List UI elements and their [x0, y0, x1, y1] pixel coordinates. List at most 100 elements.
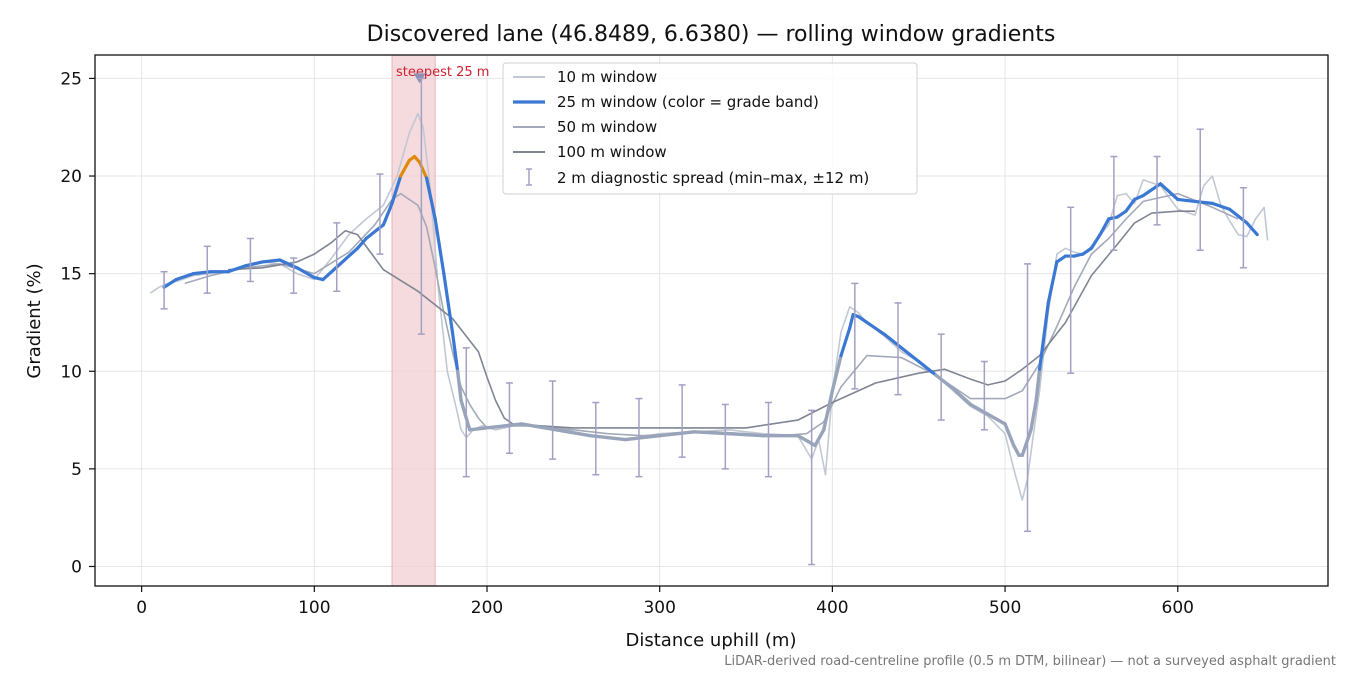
- y-tick-label: 15: [60, 265, 82, 285]
- legend: 10 m window 25 m window (color = grade b…: [502, 62, 918, 195]
- x-axis-label: Distance uphill (m): [626, 630, 797, 651]
- series-25m-segment: [1034, 367, 1042, 403]
- series-25m-segment: [865, 320, 886, 336]
- y-tick-label: 0: [71, 557, 82, 577]
- legend-label-10m: 10 m window: [557, 68, 657, 86]
- series-25m-segment: [657, 430, 696, 438]
- plot-frame: [94, 54, 1329, 587]
- series-25m-segment: [1210, 201, 1232, 211]
- series-25m-segment: [1012, 443, 1021, 457]
- footnote: LiDAR-derived road-centreline profile (0…: [724, 654, 1336, 669]
- series-100m-line: [227, 210, 1195, 429]
- series-25m-segment: [295, 266, 316, 280]
- series-10m-line: [149, 112, 1269, 501]
- x-tick-label: 600: [1162, 598, 1194, 618]
- series-25m-segment: [442, 272, 455, 334]
- error-bar: [592, 401, 600, 476]
- error-bar: [333, 222, 341, 292]
- series-25m-segment: [1081, 246, 1094, 256]
- error-bars: [160, 77, 1247, 566]
- y-axis-label: Gradient (%): [24, 263, 45, 378]
- series-25m-segment: [468, 426, 489, 432]
- x-tick-label: 0: [136, 598, 147, 618]
- x-tick-label: 400: [816, 598, 848, 618]
- error-bar: [1196, 128, 1204, 251]
- series-25m-segment: [1193, 199, 1214, 205]
- error-bar: [246, 237, 254, 283]
- series-25m-segment: [692, 430, 731, 436]
- x-tick-label: 200: [471, 598, 503, 618]
- error-bar: [1110, 155, 1118, 251]
- series-25m-segment: [1176, 197, 1197, 204]
- series-25m-segment: [986, 412, 1007, 426]
- error-bar: [764, 401, 772, 478]
- error-bar: [417, 77, 425, 335]
- y-tick-label: 25: [60, 69, 82, 89]
- series-25m-segment: [934, 373, 955, 391]
- series-25m-segment: [390, 174, 403, 205]
- series-25m-segment: [1089, 233, 1102, 250]
- series-25m-segment: [260, 258, 282, 264]
- y-tick-label: 5: [71, 460, 82, 480]
- x-tick-label: 300: [643, 598, 675, 618]
- series-25m-segment: [1046, 260, 1059, 305]
- error-bar: [678, 384, 686, 458]
- series-25m-segment: [485, 424, 506, 430]
- series-25m-segment: [174, 272, 196, 282]
- series-25m-segment: [1115, 209, 1128, 219]
- series-25m-segment: [226, 264, 247, 274]
- y-tick-label: 20: [60, 167, 82, 187]
- error-bar: [1024, 263, 1032, 533]
- series-25m-segment: [1124, 197, 1137, 213]
- error-bar: [635, 397, 643, 478]
- x-tick-label: 100: [298, 598, 330, 618]
- series-25m-segment: [1158, 182, 1180, 202]
- series-25m-segment: [727, 432, 766, 438]
- series-25m-segment: [839, 326, 852, 358]
- error-bar: [203, 245, 211, 294]
- series-25m-segment: [822, 389, 835, 432]
- series-25m-segment: [424, 176, 437, 221]
- steepest-label: steepest 25 m: [396, 65, 489, 80]
- series-25m-segment: [830, 353, 843, 393]
- series-25m-segment: [1020, 428, 1033, 457]
- series-25m-segment: [1003, 422, 1016, 448]
- error-bar: [937, 333, 945, 421]
- error-bar: [376, 173, 384, 255]
- series-25m-segment: [848, 313, 855, 330]
- series-25m-segment: [796, 433, 810, 444]
- series-25m-segment: [162, 277, 178, 289]
- series-25m-segment: [502, 422, 524, 428]
- x-tick-label: 500: [989, 598, 1021, 618]
- series-25m-segment: [519, 422, 558, 432]
- series-25m-segment: [813, 428, 826, 448]
- error-bar: [1153, 155, 1161, 226]
- error-bar: [1239, 187, 1247, 269]
- series-25m-segment: [554, 428, 593, 438]
- series-25m-segment: [243, 260, 265, 268]
- error-bar: [1067, 206, 1075, 374]
- error-bar: [851, 282, 859, 390]
- series-25m-segment: [917, 359, 938, 377]
- series-25m-segment: [459, 398, 472, 432]
- error-bar: [808, 409, 816, 566]
- legend-swatch-errorbar: [526, 168, 532, 186]
- series-25m-segment: [433, 217, 446, 276]
- y-tick-label: 10: [60, 362, 82, 382]
- series-25m-segment: [191, 270, 213, 276]
- plot-area: steepest 25 m 0 100 200 300 400 500 600 0 5 10 15 2…: [60, 54, 1329, 618]
- series-25m-segment: [951, 387, 973, 407]
- legend-label-50m: 50 m window: [557, 118, 657, 136]
- legend-label-25m: 25 m window (color = grade band): [557, 93, 819, 111]
- error-bar: [290, 257, 298, 294]
- error-bar: [505, 382, 513, 454]
- legend-label-errorbar: 2 m diagnostic spread (min–max, ±12 m): [557, 169, 869, 187]
- error-bar: [894, 302, 902, 396]
- error-bar: [462, 347, 470, 478]
- series-25m-segment: [856, 314, 869, 325]
- series-25m-segment: [399, 158, 411, 178]
- series-25m-segment: [623, 433, 662, 442]
- grid-lines: [95, 55, 1328, 586]
- error-bar: [549, 380, 557, 460]
